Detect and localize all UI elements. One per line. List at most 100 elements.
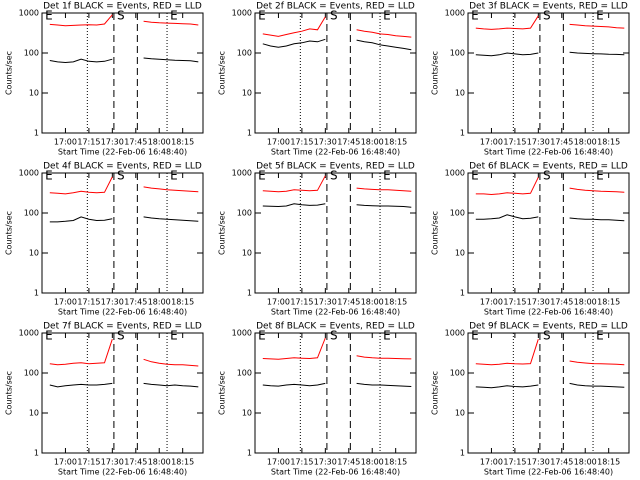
y-tick-label: 1 xyxy=(460,129,465,138)
annotation: E xyxy=(471,169,479,183)
chart-title: Det 6f BLACK = Events, RED = LLD xyxy=(469,162,628,172)
x-tick-label: 18:15 xyxy=(384,458,407,467)
y-tick-label: 10 xyxy=(455,409,465,418)
x-tick-label: 17:30 xyxy=(101,298,124,307)
series-line xyxy=(49,57,199,64)
y-tick-label: 100 xyxy=(237,209,252,218)
y-tick-label: 1000 xyxy=(19,9,39,18)
annotation: S xyxy=(117,169,125,183)
y-tick-label: 1000 xyxy=(232,169,252,178)
y-tick-label: 10 xyxy=(242,409,252,418)
x-axis-label: Start Time (22-Feb-06 16:48:40) xyxy=(271,468,400,477)
y-tick-label: 1000 xyxy=(445,329,465,338)
y-tick-label: 10 xyxy=(242,249,252,258)
annotation: E xyxy=(383,329,391,343)
x-tick-label: 18:15 xyxy=(597,298,620,307)
x-tick-label: 18:00 xyxy=(361,138,384,147)
y-tick-label: 1 xyxy=(247,289,252,298)
x-tick-label: 17:15 xyxy=(77,458,100,467)
x-tick-label: 17:00 xyxy=(54,458,77,467)
panel: Det 9f BLACK = Events, RED = LLD Counts/s… xyxy=(431,322,630,477)
panel: Det 4f BLACK = Events, RED = LLD Counts/s… xyxy=(5,162,204,317)
x-axis-label: Start Time (22-Feb-06 16:48:40) xyxy=(58,468,187,477)
x-tick-label: 17:30 xyxy=(527,138,550,147)
x-axis-label: Start Time (22-Feb-06 16:48:40) xyxy=(271,308,400,317)
x-tick-label: 17:45 xyxy=(124,298,147,307)
chart-title: Det 7f BLACK = Events, RED = LLD xyxy=(43,322,202,332)
plot-frame xyxy=(254,332,417,454)
panel: Det 3f BLACK = Events, RED = LLD Counts/s… xyxy=(431,2,630,157)
annotation: E xyxy=(383,9,391,23)
panel: Det 8f BLACK = Events, RED = LLD Counts/s… xyxy=(218,322,417,477)
x-tick-label: 17:45 xyxy=(337,138,360,147)
series-line xyxy=(262,16,412,38)
x-tick-label: 17:30 xyxy=(314,138,337,147)
x-tick-label: 17:45 xyxy=(337,298,360,307)
x-tick-label: 17:30 xyxy=(314,298,337,307)
y-tick-label: 1000 xyxy=(445,9,465,18)
y-tick-label: 1000 xyxy=(19,329,39,338)
x-tick-label: 18:15 xyxy=(171,138,194,147)
x-tick-label: 18:15 xyxy=(597,138,620,147)
x-tick-label: 17:30 xyxy=(314,458,337,467)
y-axis-label: Counts/sec xyxy=(218,211,227,255)
x-tick-label: 18:15 xyxy=(171,458,194,467)
chart-title: Det 4f BLACK = Events, RED = LLD xyxy=(43,162,202,172)
annotation: E xyxy=(45,329,53,343)
x-tick-label: 17:00 xyxy=(54,138,77,147)
x-axis-label: Start Time (22-Feb-06 16:48:40) xyxy=(58,148,187,157)
plot-frame xyxy=(254,12,417,134)
y-tick-label: 1 xyxy=(247,129,252,138)
y-tick-label: 1000 xyxy=(232,329,252,338)
y-tick-label: 100 xyxy=(450,209,465,218)
x-tick-label: 17:15 xyxy=(290,138,313,147)
x-tick-label: 17:15 xyxy=(503,458,526,467)
y-tick-label: 100 xyxy=(237,369,252,378)
x-tick-label: 17:00 xyxy=(480,138,503,147)
series-line xyxy=(49,339,199,367)
x-tick-label: 17:30 xyxy=(101,138,124,147)
y-axis-label: Counts/sec xyxy=(5,211,14,255)
y-tick-label: 10 xyxy=(29,249,39,258)
y-tick-label: 100 xyxy=(24,49,39,58)
y-tick-label: 1 xyxy=(34,129,39,138)
series-line xyxy=(262,203,412,208)
x-tick-label: 18:00 xyxy=(574,298,597,307)
x-tick-label: 17:45 xyxy=(550,458,573,467)
annotation: E xyxy=(258,169,266,183)
series-line xyxy=(49,14,199,27)
panel: Det 6f BLACK = Events, RED = LLD Counts/s… xyxy=(431,162,630,317)
x-axis-label: Start Time (22-Feb-06 16:48:40) xyxy=(484,148,613,157)
annotation: E xyxy=(596,169,604,183)
x-tick-label: 18:00 xyxy=(361,458,384,467)
y-tick-label: 100 xyxy=(450,369,465,378)
annotation: S xyxy=(330,169,338,183)
x-tick-label: 17:45 xyxy=(124,138,147,147)
chart-title: Det 9f BLACK = Events, RED = LLD xyxy=(469,322,628,332)
x-tick-label: 17:00 xyxy=(267,138,290,147)
series-line xyxy=(262,38,412,51)
y-tick-label: 10 xyxy=(455,89,465,98)
plot-frame xyxy=(41,172,204,294)
x-tick-label: 17:45 xyxy=(550,298,573,307)
x-tick-label: 17:45 xyxy=(550,138,573,147)
x-tick-label: 17:15 xyxy=(290,458,313,467)
y-tick-label: 10 xyxy=(455,249,465,258)
y-tick-label: 1 xyxy=(460,289,465,298)
plot-frame xyxy=(467,332,630,454)
x-tick-label: 17:15 xyxy=(290,298,313,307)
x-tick-label: 18:00 xyxy=(574,138,597,147)
y-tick-label: 10 xyxy=(242,89,252,98)
annotation: S xyxy=(330,9,338,23)
y-tick-label: 1000 xyxy=(445,169,465,178)
x-tick-label: 18:00 xyxy=(148,138,171,147)
series-line xyxy=(49,216,199,223)
annotation: S xyxy=(117,329,125,343)
annotation: E xyxy=(596,329,604,343)
y-tick-label: 1 xyxy=(34,449,39,458)
x-axis-label: Start Time (22-Feb-06 16:48:40) xyxy=(484,468,613,477)
series-line xyxy=(262,337,412,360)
annotation: S xyxy=(117,9,125,23)
y-tick-label: 1 xyxy=(460,449,465,458)
